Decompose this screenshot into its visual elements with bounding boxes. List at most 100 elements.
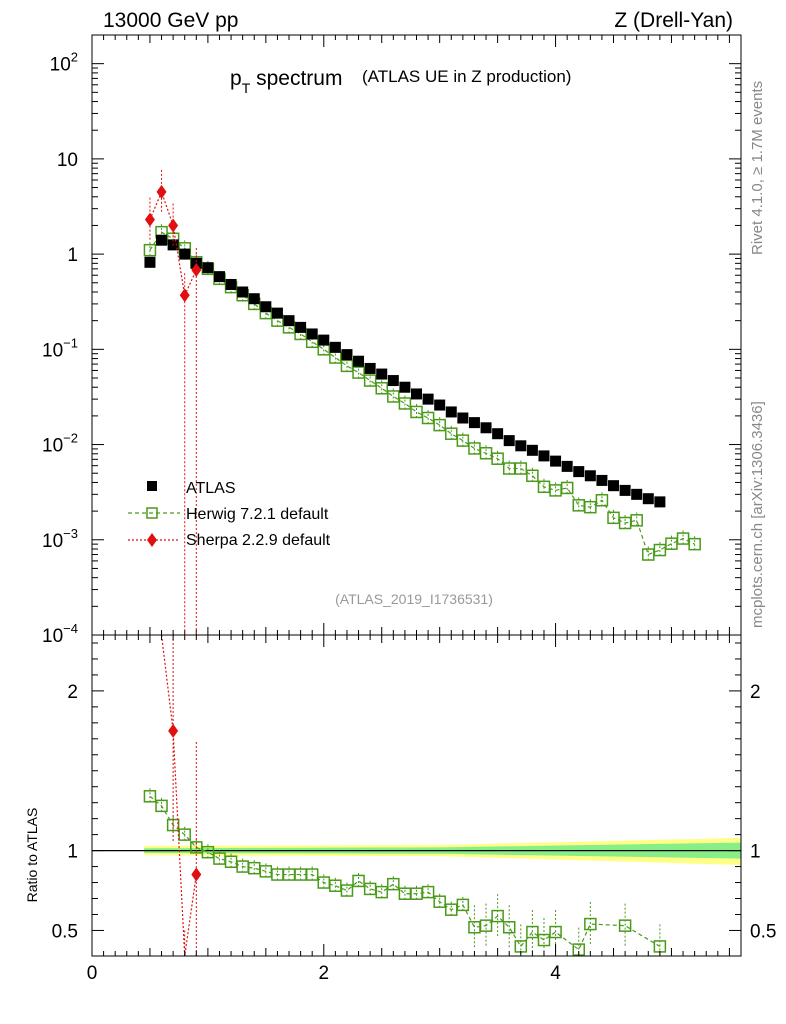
- sherpa-point: [179, 288, 190, 303]
- ratio-herwig-point: [479, 919, 493, 932]
- atlas-point: [387, 375, 399, 387]
- ratio-herwig-point: [282, 868, 296, 881]
- legend-atlas-label: ATLAS: [186, 480, 236, 497]
- y-tick-label: 10−1: [42, 335, 78, 361]
- atlas-point: [492, 428, 504, 440]
- atlas-point: [434, 399, 446, 411]
- herwig-point: [549, 484, 562, 497]
- atlas-point: [353, 355, 365, 367]
- atlas-point: [248, 293, 260, 305]
- herwig-point: [340, 359, 354, 373]
- herwig-point: [642, 548, 655, 561]
- herwig-point: [607, 511, 620, 525]
- herwig-point: [526, 469, 539, 483]
- legend-herwig-marker: [146, 507, 158, 519]
- herwig-point: [468, 442, 481, 455]
- y-tick-base: 10: [42, 626, 63, 647]
- herwig-point: [618, 516, 632, 530]
- atlas-point: [295, 321, 307, 333]
- atlas-point: [480, 422, 492, 434]
- ratio-herwig-point: [375, 885, 388, 899]
- y-tick-label: 10: [57, 150, 78, 171]
- ratio-frame: [91, 634, 742, 957]
- ratio-ylabel: Ratio to ATLAS: [24, 808, 40, 903]
- herwig-point: [445, 427, 458, 440]
- herwig-point: [665, 537, 678, 550]
- ratio-herwig-point: [584, 917, 597, 931]
- herwig-point: [398, 397, 412, 410]
- y-tick-exponent: −3: [63, 526, 78, 541]
- atlas-point: [596, 474, 608, 486]
- x-tick-label: 0: [87, 963, 98, 984]
- atlas-point: [364, 362, 376, 374]
- ratio-herwig-point: [143, 790, 157, 803]
- atlas-point: [503, 435, 515, 447]
- y-tick-base: 1: [67, 245, 78, 266]
- ratio-sherpa-line: [160, 634, 197, 957]
- herwig-point: [410, 405, 423, 419]
- site-label: mcplots.cern.ch [arXiv:1306.3436]: [749, 401, 766, 628]
- atlas-point: [526, 444, 538, 456]
- y-tick-label: 10−3: [42, 526, 78, 552]
- ratio-herwig-point: [468, 921, 481, 934]
- ratio-herwig-point: [526, 925, 539, 939]
- legend: ATLAS Herwig 7.2.1 default Sherpa 2.2.9 …: [128, 480, 331, 549]
- energy-label: 13000 GeV pp: [103, 9, 238, 32]
- herwig-point: [572, 499, 585, 512]
- ratio-herwig-point: [305, 868, 319, 881]
- y-tick-base: 10: [57, 150, 78, 171]
- atlas-point: [329, 341, 341, 353]
- ratio-herwig-point: [514, 940, 528, 953]
- ratio-herwig-point: [259, 865, 273, 878]
- herwig-point: [387, 390, 400, 403]
- ratio-herwig-point: [537, 933, 551, 947]
- ratio-herwig-line: [149, 795, 661, 951]
- atlas-point: [608, 480, 620, 492]
- legend-sherpa-label: Sherpa 2.2.9 default: [186, 532, 331, 549]
- ratio-y-tick-label-left: 0.5: [52, 921, 78, 942]
- ratio-herwig-point: [387, 877, 400, 891]
- herwig-point: [630, 514, 643, 527]
- sherpa-point: [168, 218, 179, 233]
- atlas-point: [631, 488, 643, 500]
- herwig-point: [433, 418, 446, 432]
- herwig-point: [537, 480, 551, 494]
- atlas-point: [445, 406, 457, 418]
- atlas-point: [515, 440, 527, 452]
- y-tick-base: 10: [50, 55, 71, 76]
- legend-sherpa-marker: [147, 533, 157, 547]
- ratio-panel: 0.5 0.5 1 1 2 2 0 2 4 Ratio to ATLAS: [24, 634, 776, 984]
- sherpa-point: [191, 263, 202, 278]
- ratio-herwig-point: [213, 852, 226, 865]
- atlas-point: [561, 460, 573, 472]
- ratio-herwig-point: [178, 828, 191, 841]
- ratio-herwig-point: [317, 876, 331, 889]
- y-tick-label: 102: [50, 50, 78, 76]
- ratio-herwig-point: [340, 884, 354, 897]
- analysis-watermark: (ATLAS_2019_I1736531): [335, 591, 493, 607]
- ratio-herwig-point: [549, 925, 562, 939]
- ratio-herwig-point: [421, 885, 435, 899]
- ratio-herwig-point: [445, 903, 458, 916]
- y-tick-exponent: −4: [63, 621, 78, 636]
- atlas-point: [468, 417, 480, 429]
- atlas-point: [619, 484, 631, 496]
- ratio-herwig-point: [294, 868, 307, 881]
- herwig-point: [502, 462, 516, 475]
- ratio-y-tick-label-right: 0.5: [750, 921, 776, 942]
- herwig-point: [595, 494, 609, 507]
- atlas-point: [422, 393, 434, 405]
- atlas-point: [225, 278, 237, 290]
- herwig-point: [584, 500, 597, 514]
- atlas-point: [538, 450, 550, 462]
- atlas-point: [260, 301, 272, 313]
- y-tick-exponent: −1: [63, 335, 78, 350]
- herwig-point: [375, 382, 388, 395]
- y-tick-label: 10−2: [42, 431, 78, 457]
- ratio-herwig-point: [433, 895, 446, 908]
- atlas-point: [457, 412, 469, 424]
- title-t-sub: T: [242, 80, 251, 96]
- y-tick-base: 10: [42, 531, 63, 552]
- atlas-point: [550, 455, 562, 467]
